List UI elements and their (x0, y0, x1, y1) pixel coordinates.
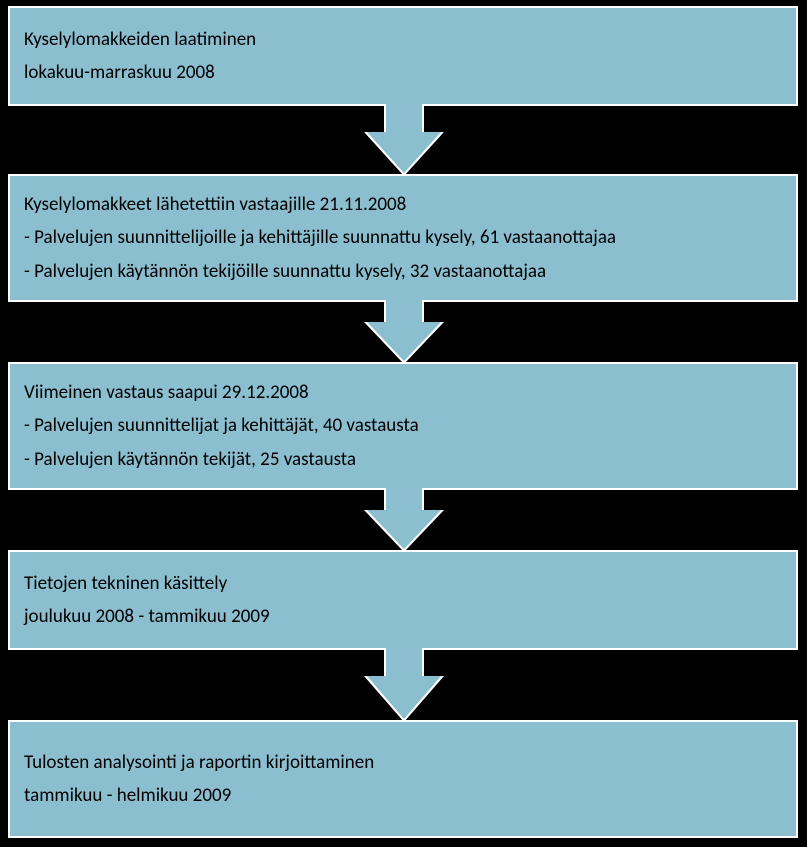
flow-step-5-line-2: tammikuu - helmikuu 2009 (24, 779, 782, 812)
flow-step-2-line-1: Kyselylomakkeet lähetettiin vastaajille … (24, 188, 782, 221)
flow-step-5-line-1: Tulosten analysointi ja raportin kirjoit… (24, 746, 782, 779)
flow-step-5: Tulosten analysointi ja raportin kirjoit… (8, 720, 798, 838)
flow-step-2: Kyselylomakkeet lähetettiin vastaajille … (8, 174, 798, 302)
flow-step-1-line-1: Kyselylomakkeiden laatiminen (24, 23, 782, 56)
flow-step-4-line-1: Tietojen tekninen käsittely (24, 567, 782, 600)
flow-step-3-line-2: - Palvelujen suunnittelijat ja kehittäjä… (24, 409, 782, 442)
flow-step-3-line-1: Viimeinen vastaus saapui 29.12.2008 (24, 376, 782, 409)
flow-arrow-2 (0, 300, 807, 364)
flow-step-3-line-3: - Palvelujen käytännön tekijät, 25 vasta… (24, 443, 782, 476)
flow-arrow-3 (0, 488, 807, 552)
flow-step-4-line-2: joulukuu 2008 - tammikuu 2009 (24, 600, 782, 633)
flow-arrow-4 (0, 648, 807, 722)
flow-arrow-1 (0, 104, 807, 176)
flow-step-1: Kyselylomakkeiden laatiminen lokakuu-mar… (8, 6, 798, 106)
flow-step-4: Tietojen tekninen käsittely joulukuu 200… (8, 550, 798, 650)
flow-step-1-line-2: lokakuu-marraskuu 2008 (24, 56, 782, 89)
flow-step-2-line-2: - Palvelujen suunnittelijoille ja kehitt… (24, 221, 782, 254)
flow-step-3: Viimeinen vastaus saapui 29.12.2008 - Pa… (8, 362, 798, 490)
flow-step-2-line-3: - Palvelujen käytännön tekijöille suunna… (24, 255, 782, 288)
